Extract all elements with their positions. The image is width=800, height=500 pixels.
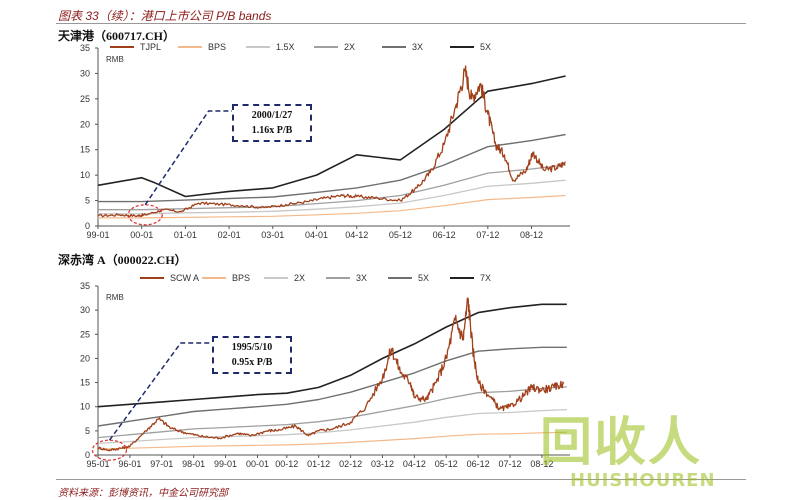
bottom-rule xyxy=(56,479,746,480)
chart2-legend-label: 7X xyxy=(480,273,491,283)
chart2-x-tick-label: 08-12 xyxy=(530,459,553,469)
watermark-logo: 回收人 HUISHOUREN xyxy=(540,400,790,495)
source-note: 资料来源：彭博资讯，中金公司研究部 xyxy=(58,488,228,499)
chart1-x-tick-label: 02-01 xyxy=(218,230,241,240)
chart2-legend-label: 5X xyxy=(418,273,429,283)
chart2-y-tick-label: 30 xyxy=(80,305,90,315)
chart1-x-tick-label: 03-01 xyxy=(261,230,284,240)
watermark-subtext: HUISHOUREN xyxy=(570,470,716,491)
chart2-legend-label: SCW A xyxy=(170,273,199,283)
chart1-legend-label: TJPL xyxy=(140,42,161,52)
chart1-x-tick-label: 08-12 xyxy=(520,230,543,240)
chart2-x-tick-label: 95-01 xyxy=(86,459,109,469)
chart1-y-tick-label: 20 xyxy=(80,119,90,129)
chart2-series-3x xyxy=(97,386,567,439)
chart2-series-bps xyxy=(97,431,567,450)
chart2-y-tick-label: 10 xyxy=(80,402,90,412)
chart2-legend-label: 3X xyxy=(356,273,367,283)
chart1-y-tick-label: 10 xyxy=(80,170,90,180)
chart2-y-tick-label: 0 xyxy=(85,450,90,460)
chart2-annotation-box: 1995/5/10 0.95x P/B xyxy=(212,336,292,374)
chart1-annotation-leader xyxy=(144,110,232,206)
watermark-text: 回收人 xyxy=(540,413,703,473)
chart1-annotation-date: 2000/1/27 xyxy=(251,110,293,121)
chart1-annotation-box: 2000/1/27 1.16x P/B xyxy=(232,104,312,142)
chart2-x-tick-label: 05-12 xyxy=(435,459,458,469)
chart1-legend-label: 3X xyxy=(412,42,423,52)
chart2-y-tick-label: 25 xyxy=(80,329,90,339)
chart2-x-tick-label: 96-01 xyxy=(118,459,141,469)
chart1-series-2x xyxy=(98,164,566,211)
chart1-x-tick-label: 00-01 xyxy=(130,230,153,240)
chart1-x-tick-label: 04-12 xyxy=(345,230,368,240)
chart1-unit-label: RMB xyxy=(106,55,124,64)
chart2-series-7x xyxy=(97,303,567,408)
chart1-x-tick-label: 04-01 xyxy=(305,230,328,240)
chart2-y-tick-label: 5 xyxy=(85,426,90,436)
chart1-annotation-pb: 1.16x P/B xyxy=(251,125,293,136)
chart2-annotation-date: 1995/5/10 xyxy=(231,342,273,353)
top-rule xyxy=(56,23,746,24)
chart1-y-tick-label: 35 xyxy=(80,43,90,53)
chart1-legend-label: BPS xyxy=(208,42,226,52)
chart2-y-tick-label: 35 xyxy=(80,281,90,291)
chart1-x-tick-label: 05-12 xyxy=(389,230,412,240)
chart1-annotation-circle xyxy=(127,204,163,226)
chart1-x-tick-label: 01-01 xyxy=(174,230,197,240)
chart2-x-tick-label: 01-12 xyxy=(307,459,330,469)
chart2-annotation-leader xyxy=(108,342,212,441)
chart1-legend-label: 1.5X xyxy=(276,42,295,52)
chart2-x-tick-label: 00-01 xyxy=(246,459,269,469)
chart2-series-2x xyxy=(97,408,567,445)
chart1-series-3x xyxy=(98,133,566,203)
chart2-x-tick-label: 98-01 xyxy=(182,459,205,469)
chart2-series-scw-a xyxy=(97,297,565,452)
chart1-y-tick-label: 15 xyxy=(80,145,90,155)
chart1-legend-label: 2X xyxy=(344,42,355,52)
chart1-y-tick-label: 25 xyxy=(80,94,90,104)
chart2-x-tick-label: 97-01 xyxy=(150,459,173,469)
chart1-x-tick-label: 07-12 xyxy=(476,230,499,240)
chart2-series-5x xyxy=(97,346,567,427)
chart1-series-1-5x xyxy=(98,179,566,215)
chart2-legend-label: BPS xyxy=(232,273,250,283)
chart1-title: 天津港（600717.CH） xyxy=(58,29,176,43)
chart2-x-tick-label: 06-12 xyxy=(467,459,490,469)
chart1-series-bps xyxy=(98,194,566,219)
chart2-x-tick-label: 00-12 xyxy=(275,459,298,469)
chart2-x-tick-label: 07-12 xyxy=(499,459,522,469)
chart2-x-tick-label: 02-12 xyxy=(339,459,362,469)
chart2-y-tick-label: 15 xyxy=(80,378,90,388)
chart2-unit-label: RMB xyxy=(106,293,124,302)
chart2-y-tick-label: 20 xyxy=(80,353,90,363)
chart2-x-tick-label: 04-12 xyxy=(403,459,426,469)
chart2-annotation-circle xyxy=(91,439,128,461)
figure-title: 图表 33（续）：港口上市公司 P/B bands xyxy=(58,9,272,23)
chart1-series-tjpl xyxy=(97,65,566,218)
chart2-title: 深赤湾 A（000022.CH） xyxy=(58,253,187,267)
chart1-x-tick-label: 99-01 xyxy=(86,230,109,240)
chart1-x-tick-label: 06-12 xyxy=(433,230,456,240)
chart2-x-tick-label: 03-12 xyxy=(371,459,394,469)
chart1-y-tick-label: 30 xyxy=(80,68,90,78)
chart1-series-5x xyxy=(97,75,566,198)
chart2-x-tick-label: 99-01 xyxy=(214,459,237,469)
chart1-y-tick-label: 5 xyxy=(85,196,90,206)
chart2-legend-label: 2X xyxy=(294,273,305,283)
chart1-y-tick-label: 0 xyxy=(85,221,90,231)
chart1-legend-label: 5X xyxy=(480,42,491,52)
chart2-annotation-pb: 0.95x P/B xyxy=(231,357,273,368)
